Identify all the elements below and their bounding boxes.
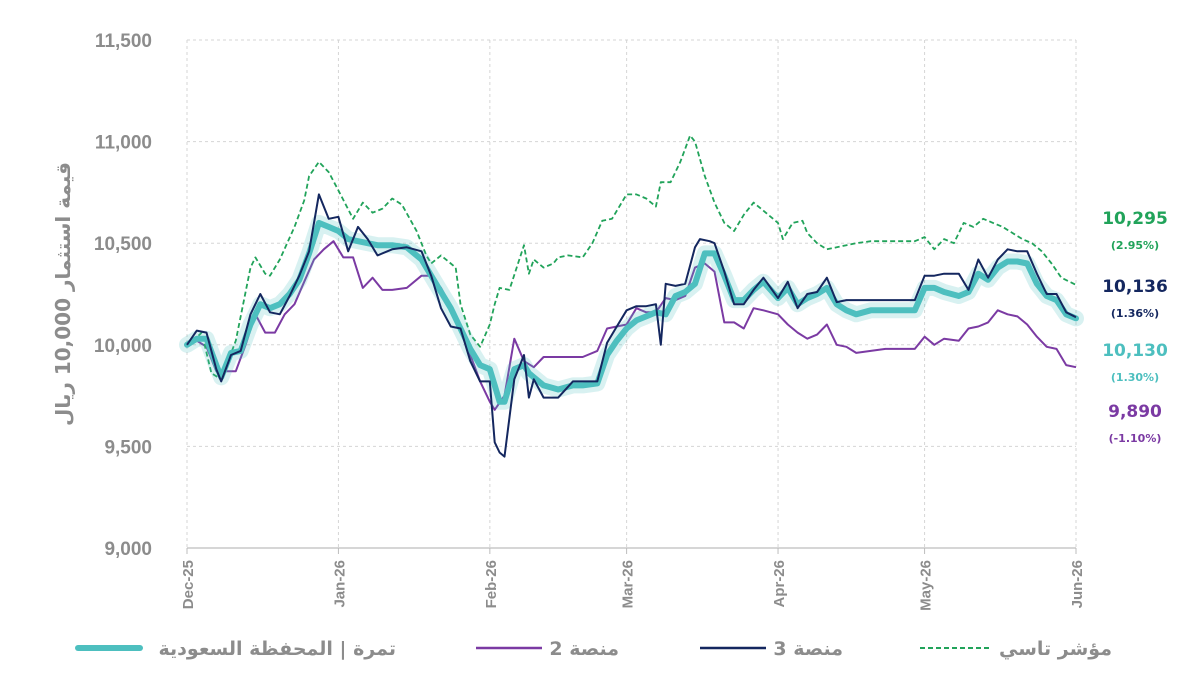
y-tick-label: 9,000 [104,539,152,560]
series-line-1 [186,193,1077,458]
legend: مؤشر تاسي منصة 3 منصة 2 تمرة | المحفظة السع… [75,638,1112,660]
end-value-label: 9,890 [1108,402,1162,422]
legend-label: منصة 3 [773,638,843,660]
series-lines [179,134,1084,458]
x-tick-label: Jun-26 [1069,560,1086,608]
x-tick-label: Dec-25 [180,560,197,609]
legend-label: مؤشر تاسي [999,638,1112,660]
y-tick-label: 11,500 [95,31,152,52]
end-change-label: (-1.10%) [1109,432,1162,445]
y-tick-label: 10,500 [94,234,152,255]
end-change-label: (1.36%) [1111,307,1159,320]
x-tick-label: Jan-26 [331,560,348,608]
end-change-label: (2.95%) [1111,239,1159,252]
y-tick-label: 10,000 [94,336,152,357]
y-tick-label: 9,500 [104,437,152,458]
x-tick-label: May-26 [918,560,935,611]
series-line-2 [184,219,1079,405]
x-tick-label: Mar-26 [620,560,637,608]
end-value-labels: 10,295 (2.95%) 10,136 (1.36%) 10,130 (1.30%) 9… [1102,209,1168,445]
end-change-label: (1.30%) [1111,371,1159,384]
series-line-2-glow [179,214,1084,410]
x-tick-label: Apr-26 [771,560,788,608]
series-line-3 [186,240,1077,411]
series-line-0 [186,134,1077,381]
y-tick-label: 11,000 [95,133,152,154]
legend-label: تمرة | المحفظة السعودية [159,638,397,660]
x-axis-ticks: Dec-25 Jan-26 Feb-26 Mar-26 Apr-26 May-26 Jun-… [180,547,1086,611]
legend-label: منصة 2 [549,638,619,660]
x-tick-label: Feb-26 [483,560,500,608]
end-value-label: 10,136 [1102,277,1168,297]
end-value-label: 10,295 [1102,209,1168,229]
y-axis-title: قيمة استثمار 10,000 ريال [51,162,75,426]
y-axis-ticks: 9,000 9,500 10,000 10,500 11,000 11,500 [94,31,152,560]
grid [186,39,1077,549]
end-value-label: 10,130 [1102,341,1168,361]
